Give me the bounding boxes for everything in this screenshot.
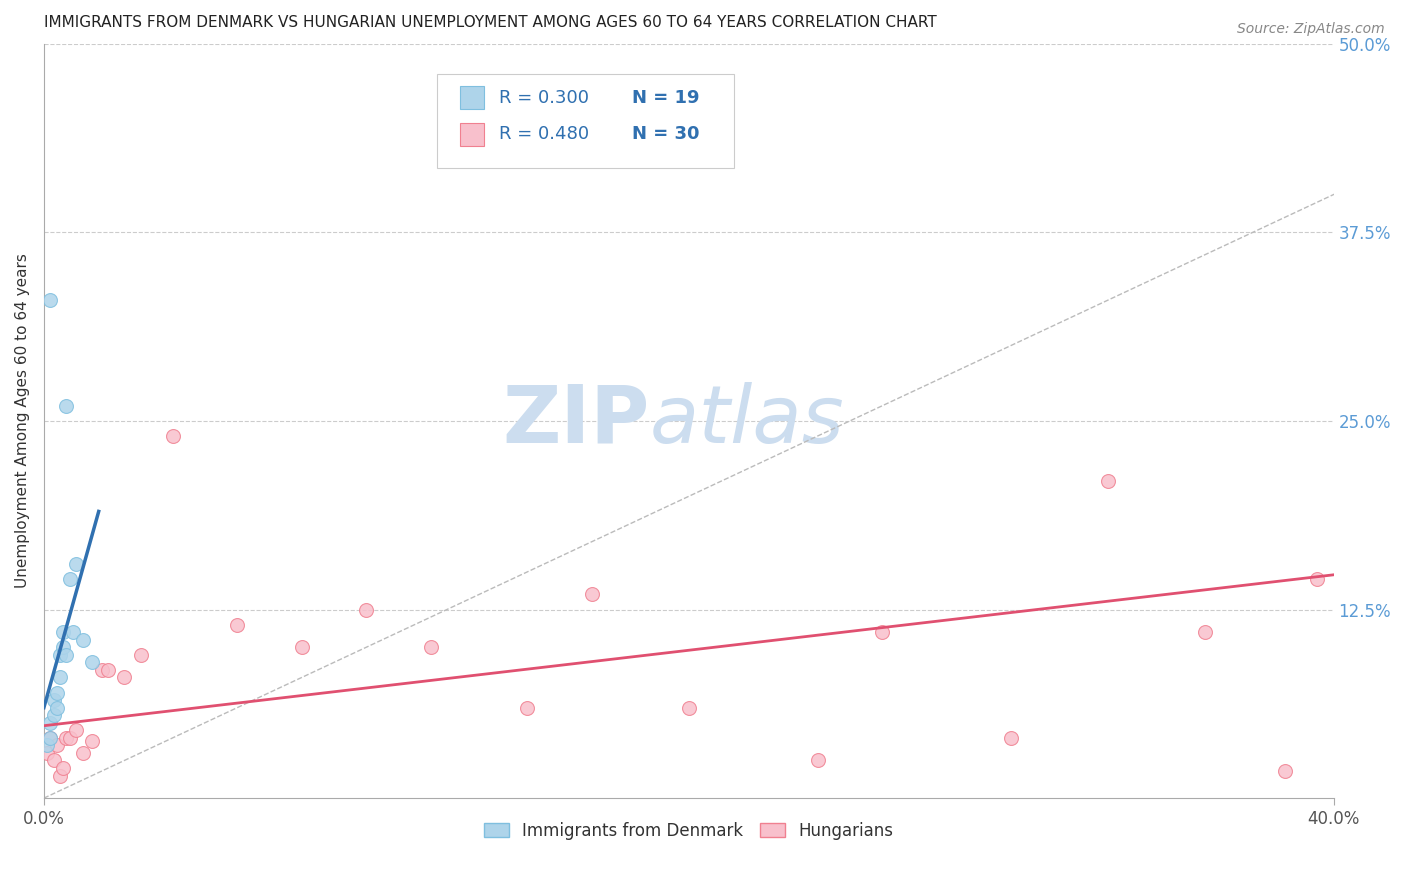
Point xyxy=(1194,625,1216,640)
Point xyxy=(356,602,378,616)
Point xyxy=(49,670,72,684)
Point xyxy=(1306,572,1329,586)
Point xyxy=(1097,475,1119,489)
Text: R = 0.480: R = 0.480 xyxy=(499,125,589,143)
Point xyxy=(291,640,314,655)
Text: N = 19: N = 19 xyxy=(631,89,699,107)
Point xyxy=(129,648,152,662)
Legend: Immigrants from Denmark, Hungarians: Immigrants from Denmark, Hungarians xyxy=(477,815,900,847)
Point xyxy=(42,753,65,767)
Y-axis label: Unemployment Among Ages 60 to 64 years: Unemployment Among Ages 60 to 64 years xyxy=(15,253,30,589)
Point xyxy=(37,746,59,760)
Point xyxy=(49,648,72,662)
Point xyxy=(55,648,77,662)
Point xyxy=(1000,731,1022,745)
Point xyxy=(516,700,538,714)
Point xyxy=(82,733,104,747)
Point xyxy=(52,761,75,775)
Text: IMMIGRANTS FROM DENMARK VS HUNGARIAN UNEMPLOYMENT AMONG AGES 60 TO 64 YEARS CORR: IMMIGRANTS FROM DENMARK VS HUNGARIAN UNE… xyxy=(44,15,936,30)
Point xyxy=(55,731,77,745)
Point xyxy=(39,731,62,745)
Point xyxy=(90,663,112,677)
Point xyxy=(62,625,84,640)
Point xyxy=(226,617,249,632)
Text: R = 0.300: R = 0.300 xyxy=(499,89,589,107)
Point xyxy=(72,632,94,647)
Point xyxy=(52,640,75,655)
Point xyxy=(870,625,893,640)
Text: atlas: atlas xyxy=(650,382,845,460)
Text: ZIP: ZIP xyxy=(503,382,650,460)
Point xyxy=(39,715,62,730)
Text: N = 30: N = 30 xyxy=(631,125,699,143)
Point xyxy=(807,753,830,767)
Point xyxy=(72,746,94,760)
Point xyxy=(45,739,67,753)
Point xyxy=(419,640,441,655)
Point xyxy=(97,663,120,677)
FancyBboxPatch shape xyxy=(437,74,734,169)
Point xyxy=(55,399,77,413)
Point xyxy=(65,558,87,572)
Point xyxy=(52,625,75,640)
FancyBboxPatch shape xyxy=(460,87,484,110)
FancyBboxPatch shape xyxy=(460,122,484,145)
Point xyxy=(678,700,700,714)
Point xyxy=(42,708,65,723)
Point xyxy=(42,693,65,707)
Point xyxy=(37,739,59,753)
Point xyxy=(59,731,82,745)
Point xyxy=(45,700,67,714)
Point xyxy=(39,731,62,745)
Point xyxy=(65,723,87,738)
Point xyxy=(581,587,603,601)
Point xyxy=(1274,764,1296,778)
Point xyxy=(59,572,82,586)
Text: Source: ZipAtlas.com: Source: ZipAtlas.com xyxy=(1237,22,1385,37)
Point xyxy=(39,293,62,308)
Point xyxy=(49,768,72,782)
Point xyxy=(82,656,104,670)
Point xyxy=(162,429,184,443)
Point xyxy=(114,670,136,684)
Point xyxy=(45,685,67,699)
